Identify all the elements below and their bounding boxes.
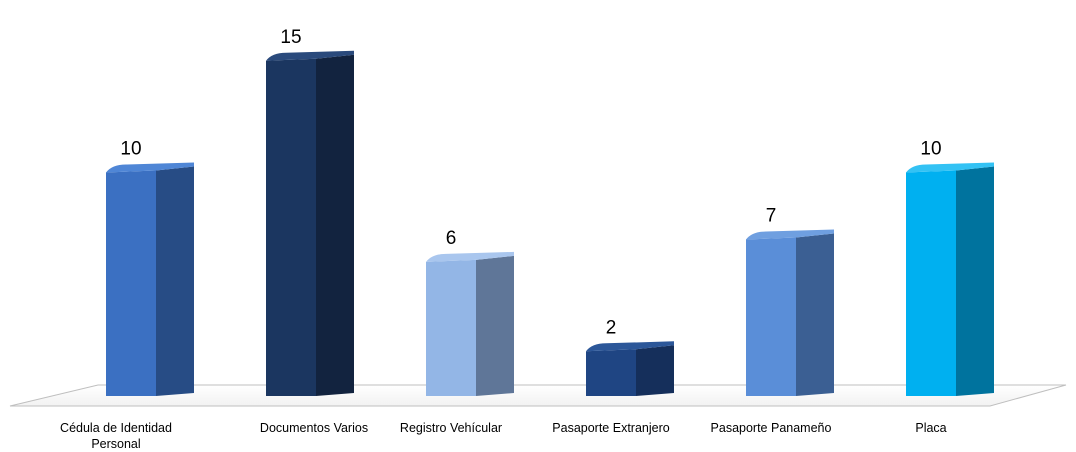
category-label-3: Registro Vehícular: [400, 421, 502, 435]
bar-top-2: [266, 50, 354, 61]
bar-top-3: [426, 251, 514, 262]
bar-6: [906, 162, 994, 396]
bar-front-6: [906, 170, 956, 396]
bar-front-4: [586, 349, 636, 396]
bar-top-6: [906, 162, 994, 173]
bar-side-5: [796, 233, 834, 396]
bar-top-4: [586, 341, 674, 352]
value-label-1: 10: [120, 139, 141, 160]
value-label-4: 2: [606, 317, 617, 338]
bar-side-4: [636, 345, 674, 396]
bar-side-3: [476, 255, 514, 396]
category-label-5: Pasaporte Panameño: [711, 421, 832, 435]
bar-4: [586, 341, 674, 396]
value-label-3: 6: [446, 228, 457, 249]
bar-side-6: [956, 166, 994, 396]
bar-side-1: [156, 166, 194, 396]
labels-group: 10 Cédula de Identidad Personal 15 Documento…: [60, 27, 947, 451]
value-label-2: 15: [280, 27, 301, 48]
category-label-4: Pasaporte Extranjero: [552, 421, 669, 435]
bar-front-3: [426, 259, 476, 396]
bar-1: [106, 162, 194, 396]
category-label-6: Placa: [915, 421, 946, 435]
value-label-5: 7: [766, 206, 777, 227]
bar-2: [266, 50, 354, 396]
bar-5: [746, 229, 834, 396]
category-label-1: Cédula de Identidad Personal: [60, 421, 172, 451]
category-label-2: Documentos Varios: [260, 421, 368, 435]
bar-front-2: [266, 58, 316, 396]
bar-side-2: [316, 54, 354, 396]
bar-front-5: [746, 237, 796, 396]
bar-top-5: [746, 229, 834, 240]
bar-front-1: [106, 170, 156, 396]
bars-group: [106, 50, 994, 396]
bar-top-1: [106, 162, 194, 173]
bar-3: [426, 251, 514, 396]
value-label-6: 10: [920, 139, 941, 160]
